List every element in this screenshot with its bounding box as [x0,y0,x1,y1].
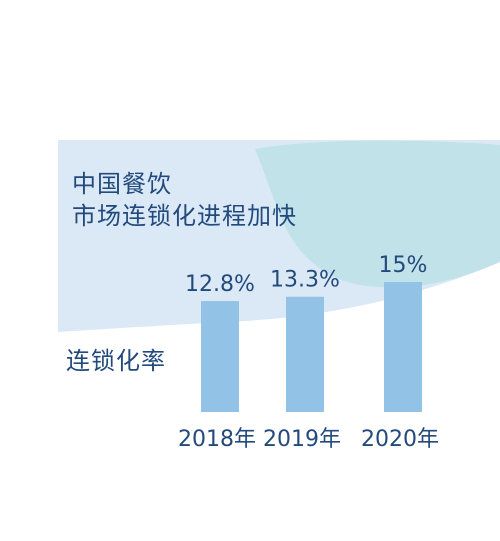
x-tick-label: 2018年 [178,427,256,452]
bar-2019年 [286,296,324,412]
x-tick-label: 2020年 [361,427,439,452]
value-label: 13.3% [270,268,340,293]
chart-title-line-1: 中国餐饮 [72,170,172,198]
bar-2020年 [384,282,422,412]
value-label: 15% [379,253,428,278]
value-label: 12.8% [185,272,255,297]
x-tick-label: 2019年 [263,427,341,452]
teal-blob [255,140,500,288]
series-label: 连锁化率 [66,347,166,375]
chart-title-line-2: 市场连锁化进程加快 [72,202,297,230]
bar-2018年 [201,301,239,412]
